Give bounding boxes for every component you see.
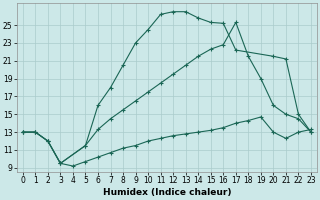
X-axis label: Humidex (Indice chaleur): Humidex (Indice chaleur) bbox=[103, 188, 231, 197]
